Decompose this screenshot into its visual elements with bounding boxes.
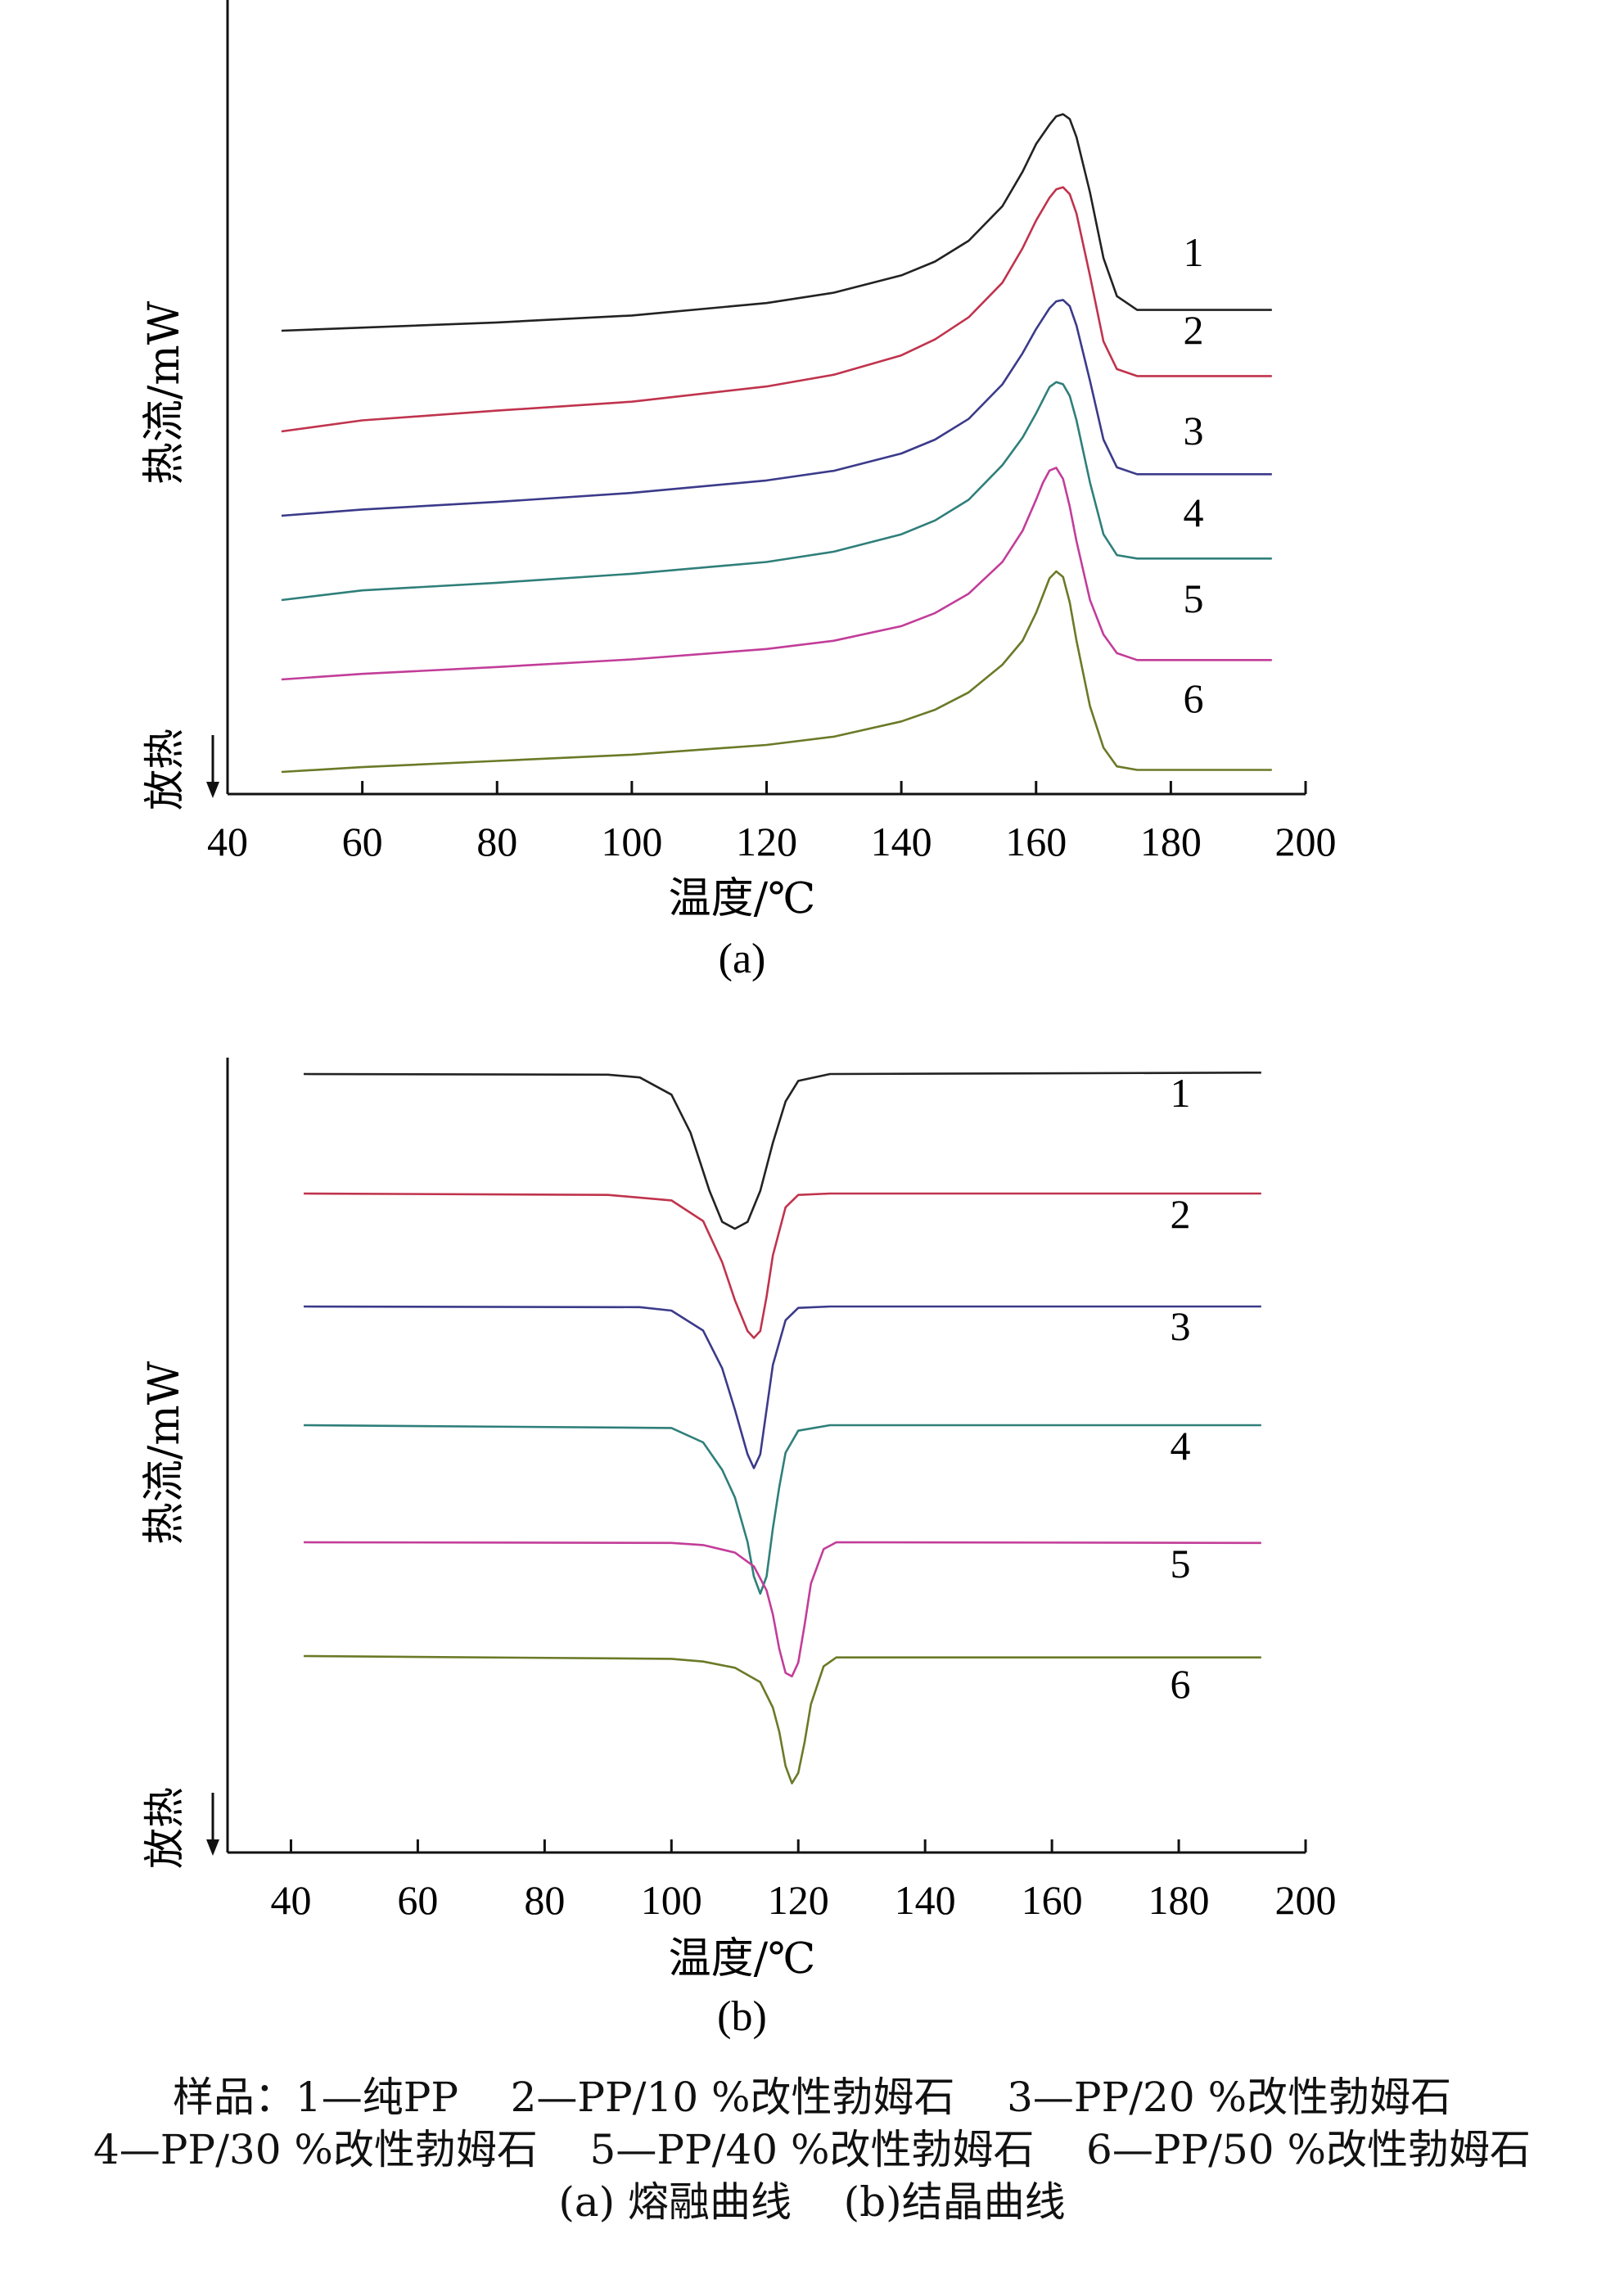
series-label-4: 4 [1171,1423,1191,1469]
y-axis-title: 热流/mW [140,1361,189,1545]
x-tick-label: 60 [397,1877,438,1923]
x-tick-label: 100 [641,1877,702,1923]
chart-panel-b: 40 60 80 100 120 140 160 180 200 温度/℃ (b) 热流/mW 放热 1 2… [140,1058,1337,2040]
series-line-1 [281,113,1272,332]
series-line-3 [281,299,1272,517]
exotherm-direction-label: 放热 [141,729,188,810]
x-tick-label: 160 [1005,819,1067,864]
figure-caption: 样品：1—纯PP 2—PP/10 %改性勃姆石 3—PP/20 %改性勃姆石 4… [0,2071,1624,2228]
y-axis-title: 热流/mW [140,300,189,485]
x-tick-label: 180 [1140,819,1202,864]
series-line-6 [281,570,1272,774]
series-label-1: 1 [1171,1070,1191,1116]
x-tick-label: 140 [871,819,932,864]
x-tick-label: 80 [476,819,517,864]
series-line-1 [303,1072,1261,1230]
x-tick-label: 60 [342,819,383,864]
exotherm-arrow-head [206,1839,219,1856]
panel-label: (b) [717,1993,767,2040]
series-label-2: 2 [1171,1191,1191,1237]
exotherm-arrow-head [206,782,219,798]
series-line-4 [281,381,1272,602]
series-label-5: 5 [1171,1541,1191,1586]
x-tick-label: 120 [768,1877,829,1923]
caption-legend-line-1: 样品：1—纯PP 2—PP/10 %改性勃姆石 3—PP/20 %改性勃姆石 [172,2074,1452,2121]
series-line-2 [303,1192,1261,1339]
x-tick-label: 180 [1148,1877,1210,1923]
x-tick-label: 40 [207,819,248,864]
x-tick-label: 80 [524,1877,565,1923]
series-label-3: 3 [1184,408,1204,454]
chart-panel-a: 40 60 80 100 120 140 160 180 200 温度/℃ (a) 热流/mW 放热 1 2… [140,0,1337,982]
series-line-5 [303,1541,1261,1678]
series-label-6: 6 [1184,675,1204,721]
series-line-6 [303,1654,1261,1785]
series-line-5 [281,467,1272,681]
series-label-6: 6 [1171,1661,1191,1707]
x-axis-title: 温度/℃ [669,1934,816,1983]
x-tick-label: 200 [1275,1877,1337,1923]
panel-label: (a) [719,936,766,982]
x-tick-label: 140 [895,1877,956,1923]
series-label-5: 5 [1184,575,1204,621]
x-axis-title: 温度/℃ [669,874,816,923]
series-line-4 [303,1424,1261,1595]
exotherm-direction-label: 放热 [141,1787,188,1869]
series-label-3: 3 [1171,1303,1191,1349]
series-label-1: 1 [1184,229,1204,275]
series-label-4: 4 [1184,490,1204,535]
series-line-2 [281,186,1272,433]
x-tick-label: 160 [1022,1877,1083,1923]
series-line-3 [303,1305,1261,1469]
x-tick-label: 40 [270,1877,311,1923]
x-tick-label: 100 [601,819,662,864]
series-label-2: 2 [1184,307,1204,353]
caption-subfigure-line: (a) 熔融曲线 (b)结晶曲线 [558,2178,1066,2226]
x-tick-label: 200 [1275,819,1337,864]
x-tick-label: 120 [736,819,797,864]
caption-legend-line-2: 4—PP/30 %改性勃姆石 5—PP/40 %改性勃姆石 6—PP/50 %改… [92,2126,1532,2173]
